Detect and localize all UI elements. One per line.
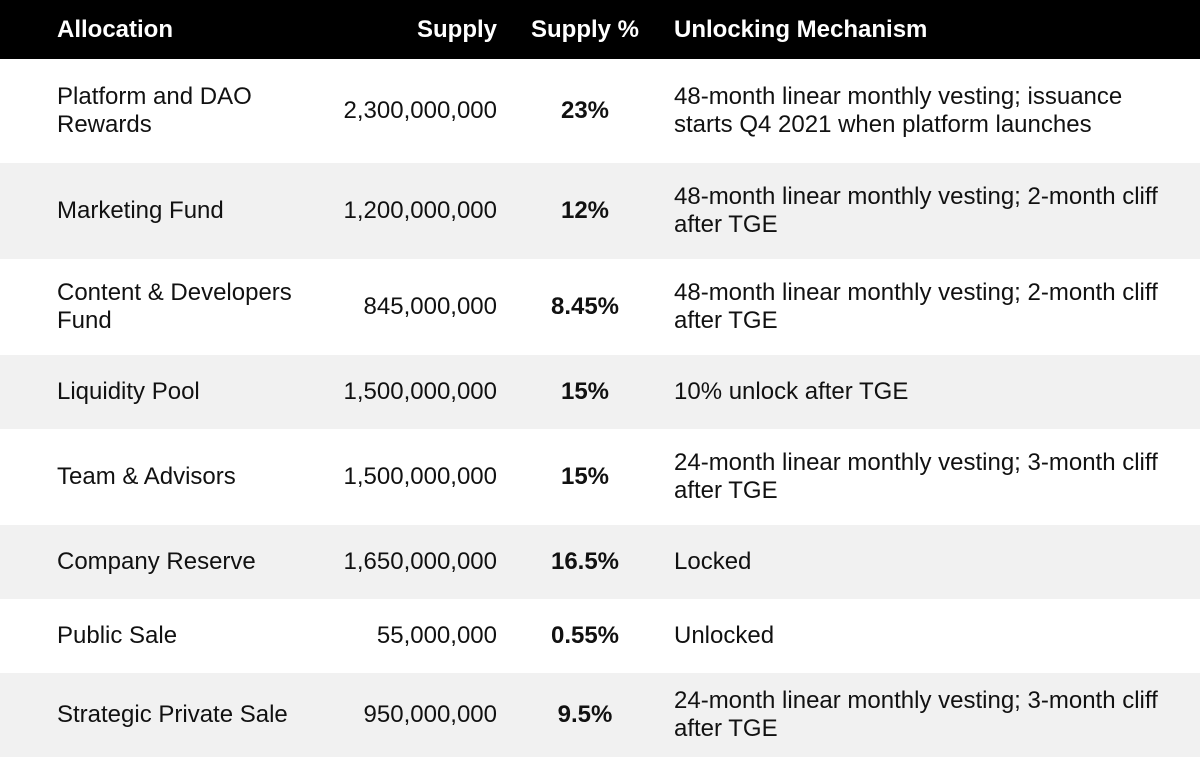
- supply-cell: 1,200,000,000: [343, 197, 497, 224]
- supply-percent-cell: 23%: [560, 97, 610, 124]
- allocation-cell: Liquidity Pool: [57, 378, 200, 405]
- unlocking-mechanism-cell: Unlocked: [674, 622, 775, 649]
- table-header: Allocation Supply Supply % Unlocking Mec…: [0, 0, 1200, 59]
- supply-cell: 1,650,000,000: [343, 548, 497, 575]
- supply-cell: 2,300,000,000: [343, 97, 497, 124]
- supply-percent-cell: 9.5%: [557, 701, 613, 728]
- allocation-cell: Company Reserve: [57, 548, 256, 575]
- header-supply-percent: Supply %: [530, 16, 639, 43]
- supply-percent-cell: 0.55%: [550, 622, 620, 649]
- supply-percent-cell: 12%: [560, 197, 610, 224]
- allocation-cell: Team & Advisors: [57, 463, 236, 490]
- table-row: Strategic Private Sale 950,000,000 9.5% …: [0, 673, 1200, 757]
- table-row: Platform and DAO Rewards 2,300,000,000 2…: [0, 59, 1200, 163]
- allocation-cell: Content & Developers Fund: [57, 279, 292, 334]
- header-allocation: Allocation: [57, 16, 174, 43]
- table-row: Company Reserve 1,650,000,000 16.5% Lock…: [0, 525, 1200, 599]
- allocation-cell: Marketing Fund: [57, 197, 224, 224]
- unlocking-mechanism-cell: 48-month linear monthly vesting; 2-month…: [674, 183, 1158, 238]
- unlocking-mechanism-cell: 48-month linear monthly vesting; 2-month…: [674, 279, 1158, 334]
- supply-percent-cell: 8.45%: [550, 293, 620, 320]
- table-row: Team & Advisors 1,500,000,000 15% 24-mon…: [0, 429, 1200, 525]
- supply-cell: 1,500,000,000: [343, 378, 497, 405]
- supply-cell: 55,000,000: [376, 622, 497, 649]
- allocation-cell: Public Sale: [57, 622, 178, 649]
- header-supply: Supply: [416, 16, 497, 43]
- supply-percent-cell: 15%: [560, 378, 610, 405]
- supply-cell: 845,000,000: [363, 293, 497, 320]
- unlocking-mechanism-cell: 10% unlock after TGE: [674, 378, 909, 405]
- unlocking-mechanism-cell: Locked: [674, 548, 752, 575]
- unlocking-mechanism-cell: 24-month linear monthly vesting; 3-month…: [674, 687, 1158, 742]
- allocation-cell: Strategic Private Sale: [57, 701, 288, 728]
- table-row: Liquidity Pool 1,500,000,000 15% 10% unl…: [0, 355, 1200, 429]
- supply-percent-cell: 15%: [560, 463, 610, 490]
- unlocking-mechanism-cell: 24-month linear monthly vesting; 3-month…: [674, 449, 1158, 504]
- header-unlocking-mechanism: Unlocking Mechanism: [674, 16, 928, 43]
- table-row: Content & Developers Fund 845,000,000 8.…: [0, 259, 1200, 355]
- supply-percent-cell: 16.5%: [550, 548, 620, 575]
- table-row: Public Sale 55,000,000 0.55% Unlocked: [0, 599, 1200, 673]
- table-row: Marketing Fund 1,200,000,000 12% 48-mont…: [0, 163, 1200, 259]
- allocation-cell: Platform and DAO Rewards: [57, 83, 252, 138]
- unlocking-mechanism-cell: 48-month linear monthly vesting; issuanc…: [674, 83, 1123, 138]
- supply-cell: 1,500,000,000: [343, 463, 497, 490]
- supply-cell: 950,000,000: [363, 701, 497, 728]
